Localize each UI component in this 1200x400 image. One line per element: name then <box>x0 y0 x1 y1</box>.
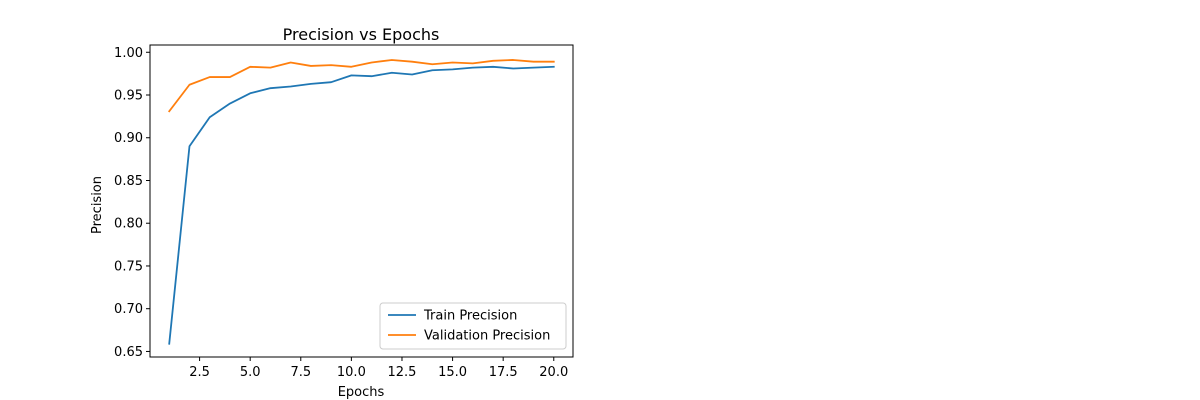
y-tick-label: 0.90 <box>114 131 143 146</box>
y-tick-label: 0.75 <box>114 259 143 274</box>
x-tick-label: 5.0 <box>240 365 261 380</box>
y-tick-label: 0.80 <box>114 217 143 232</box>
x-tick-label: 17.5 <box>489 365 518 380</box>
x-tick-label: 12.5 <box>388 365 417 380</box>
legend-label: Validation Precision <box>424 329 550 344</box>
series-line-1 <box>167 59 555 113</box>
legend: Train Precision Validation Precision <box>379 302 567 350</box>
x-tick-label: 7.5 <box>290 365 311 380</box>
y-tick-label: 1.00 <box>114 46 143 61</box>
y-axis-label: Precision <box>90 176 105 234</box>
chart-title: Precision vs Epochs <box>283 25 440 44</box>
plot-area <box>167 59 555 345</box>
plot-frame <box>149 44 574 358</box>
legend-label: Train Precision <box>423 309 517 324</box>
legend-box <box>379 302 567 350</box>
y-tick-label: 0.65 <box>114 345 143 360</box>
series-line-0 <box>168 65 555 345</box>
x-tick-label: 15.0 <box>438 365 467 380</box>
y-tick-label: 0.70 <box>114 302 143 317</box>
x-tick-label: 20.0 <box>539 365 568 380</box>
x-tick-label: 2.5 <box>189 365 210 380</box>
y-tick-label: 0.95 <box>114 89 143 104</box>
x-axis: 2.5 5.0 7.5 10.0 12.5 15.0 17.5 20.0 <box>189 357 568 380</box>
y-tick-label: 0.85 <box>114 174 143 189</box>
y-axis: 0.65 0.70 0.75 0.80 0.85 0.90 0.95 1.00 <box>114 46 150 360</box>
x-tick-label: 10.0 <box>337 365 366 380</box>
x-axis-label: Epochs <box>338 385 385 400</box>
